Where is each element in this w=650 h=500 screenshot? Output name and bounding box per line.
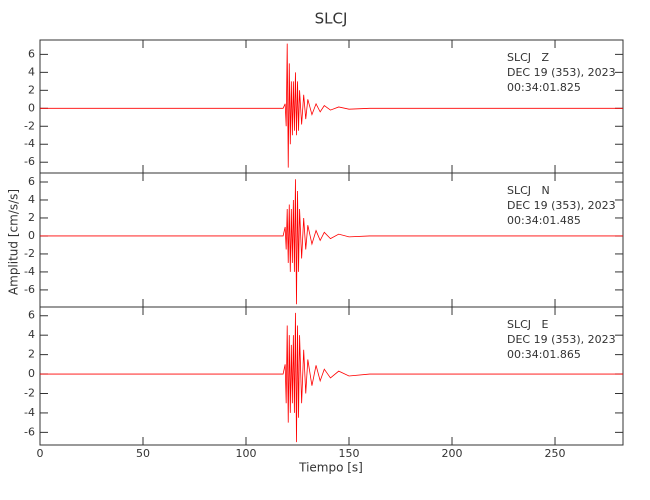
date-label: DEC 19 (353), 2023: [507, 199, 616, 212]
y-tick-label: 0: [28, 229, 35, 242]
y-tick-label: 2: [28, 348, 35, 361]
x-tick-label: 250: [545, 447, 566, 460]
y-tick-label: 6: [28, 47, 35, 60]
waveform: [40, 312, 623, 443]
y-axis-label: Amplitud [cm/s/s]: [7, 189, 21, 295]
x-tick-label: 150: [339, 447, 360, 460]
y-tick-label: 2: [28, 83, 35, 96]
x-tick-label: 200: [442, 447, 463, 460]
y-tick-label: 2: [28, 211, 35, 224]
y-tick-label: 0: [28, 367, 35, 380]
time-label: 00:34:01.865: [507, 348, 581, 361]
station-label: SLCJ N: [507, 184, 550, 197]
y-tick-label: -6: [24, 155, 35, 168]
waveform: [40, 179, 623, 305]
x-axis-label: Tiempo [s]: [298, 461, 363, 475]
y-tick-label: 4: [28, 193, 35, 206]
y-tick-label: -6: [24, 283, 35, 296]
station-label: SLCJ Z: [507, 51, 550, 64]
date-label: DEC 19 (353), 2023: [507, 66, 616, 79]
y-tick-label: 6: [28, 175, 35, 188]
y-tick-label: -2: [24, 247, 35, 260]
y-tick-label: -4: [24, 406, 35, 419]
chart-title: SLCJ: [315, 10, 348, 28]
y-tick-label: -4: [24, 137, 35, 150]
y-tick-label: 4: [28, 328, 35, 341]
time-label: 00:34:01.485: [507, 214, 581, 227]
waveform: [40, 43, 623, 168]
x-tick-label: 0: [37, 447, 44, 460]
y-tick-label: -6: [24, 425, 35, 438]
y-tick-label: 0: [28, 101, 35, 114]
panel-frame: [39, 306, 624, 446]
y-tick-label: -2: [24, 119, 35, 132]
y-tick-label: 6: [28, 309, 35, 322]
x-tick-label: 50: [136, 447, 150, 460]
station-label: SLCJ E: [507, 318, 549, 331]
time-label: 00:34:01.825: [507, 81, 581, 94]
y-tick-label: 4: [28, 65, 35, 78]
x-tick-label: 100: [236, 447, 257, 460]
y-tick-label: -2: [24, 386, 35, 399]
y-tick-label: -4: [24, 265, 35, 278]
date-label: DEC 19 (353), 2023: [507, 333, 616, 346]
